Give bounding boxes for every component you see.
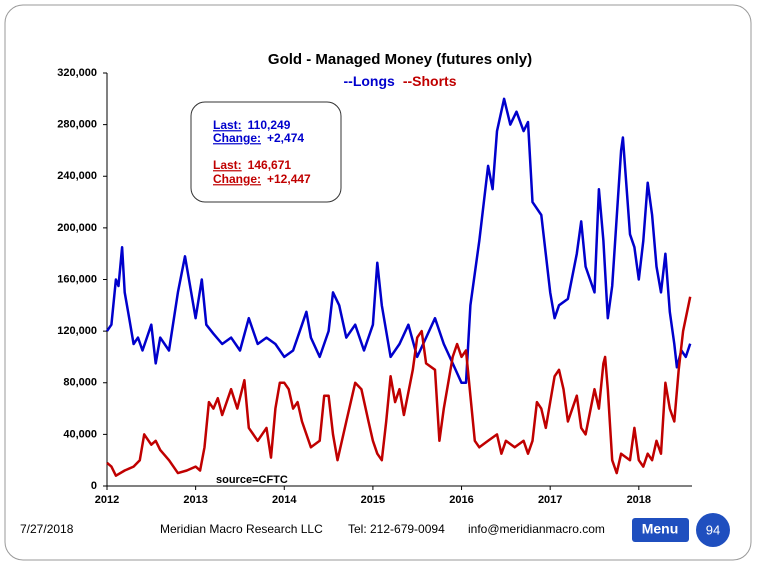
menu-label[interactable]: Menu xyxy=(642,521,679,537)
source-note: source=CFTC xyxy=(216,474,288,486)
x-tick-label: 2016 xyxy=(449,494,473,506)
x-tick-label: 2018 xyxy=(627,494,651,506)
info-label: Last: xyxy=(213,118,242,132)
y-tick-label: 280,000 xyxy=(57,119,97,131)
y-tick-label: 240,000 xyxy=(57,170,97,182)
info-value: +12,447 xyxy=(267,172,311,186)
chart-subtitle: --Longs --Shorts xyxy=(344,73,457,89)
y-tick-label: 80,000 xyxy=(63,377,97,389)
chart-title: Gold - Managed Money (futures only) xyxy=(268,51,532,68)
info-label: Change: xyxy=(213,172,261,186)
info-box xyxy=(190,101,342,203)
menu-button[interactable] xyxy=(632,518,689,542)
y-tick-label: 160,000 xyxy=(57,273,97,285)
y-tick-label: 120,000 xyxy=(57,325,97,337)
footer-email: info@meridianmacro.com xyxy=(468,522,605,536)
x-tick-label: 2014 xyxy=(272,494,297,506)
y-tick-label: 200,000 xyxy=(57,222,97,234)
x-tick-label: 2013 xyxy=(183,494,207,506)
series-line xyxy=(106,296,692,477)
footer-company: Meridian Macro Research LLC xyxy=(160,522,323,536)
y-tick-label: 40,000 xyxy=(63,428,97,440)
info-value: 110,249 xyxy=(248,118,291,132)
x-tick-label: 2017 xyxy=(538,494,562,506)
y-tick-label: 0 xyxy=(91,480,97,492)
info-label: Change: xyxy=(213,131,261,145)
legend-shorts: --Shorts xyxy=(403,73,457,89)
info-label: Last: xyxy=(213,158,242,172)
series-line xyxy=(105,97,692,385)
legend-longs: --Longs xyxy=(344,73,396,89)
page-badge xyxy=(696,513,730,547)
info-value: 146,671 xyxy=(248,158,292,172)
page-number: 94 xyxy=(706,522,720,537)
x-tick-label: 2012 xyxy=(95,494,119,506)
y-tick-label: 320,000 xyxy=(57,67,97,79)
x-tick-label: 2015 xyxy=(361,494,385,506)
footer-date: 7/27/2018 xyxy=(20,522,74,536)
footer-tel: Tel: 212-679-0094 xyxy=(348,522,445,536)
info-value: +2,474 xyxy=(267,131,304,145)
